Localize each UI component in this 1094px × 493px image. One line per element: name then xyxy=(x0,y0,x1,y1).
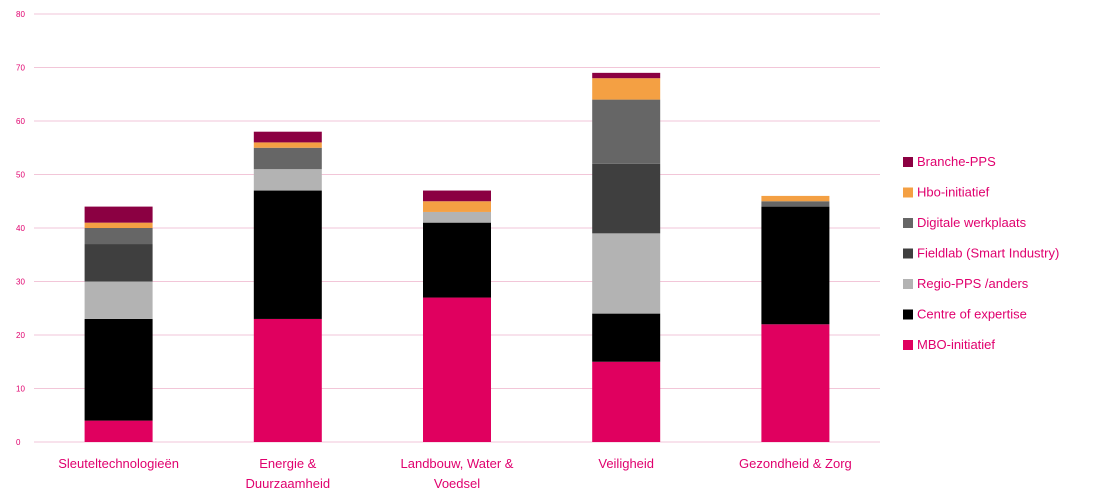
legend-label: Hbo-initiatief xyxy=(917,185,990,200)
legend-label: Digitale werkplaats xyxy=(917,215,1027,230)
legend-label: MBO-initiatief xyxy=(917,337,995,352)
y-tick-label: 70 xyxy=(16,64,25,73)
category-label: Veiligheid xyxy=(598,456,654,471)
category-labels: Sleuteltechnologieën Energie & Duurzaamhei… xyxy=(58,456,852,491)
bar-segment xyxy=(761,324,830,442)
legend-swatch xyxy=(903,340,913,350)
bar-segment xyxy=(84,318,153,421)
legend-label: Fieldlab (Smart Industry) xyxy=(917,246,1059,261)
bar-segment xyxy=(84,244,153,282)
legend-swatch xyxy=(903,309,913,320)
bar-segment xyxy=(592,78,661,100)
bar-segment xyxy=(84,228,153,245)
bar-segment xyxy=(423,222,491,298)
legend: Branche-PPS Hbo-initiatief Digitale werkpl… xyxy=(903,154,1059,352)
category-label: Gezondheid & Zorg xyxy=(739,456,852,471)
legend-label: Regio-PPS /anders xyxy=(917,276,1029,291)
category-label: Sleuteltechnologieën xyxy=(58,456,179,471)
bar-segment xyxy=(253,190,322,319)
legend-swatch xyxy=(903,218,913,228)
legend-swatch xyxy=(903,248,913,259)
category-label: Landbouw, Water & xyxy=(401,456,514,471)
bar-segment xyxy=(592,72,661,79)
bar-segment xyxy=(84,222,153,228)
bar-segment xyxy=(253,318,322,442)
bar-segment xyxy=(592,99,661,164)
bar-segment xyxy=(84,420,153,442)
bar-segment xyxy=(592,313,661,362)
legend-swatch xyxy=(903,157,913,167)
y-tick-label: 20 xyxy=(16,331,25,340)
legend-swatch xyxy=(903,279,913,289)
bar-segment xyxy=(761,195,830,202)
bar-segment xyxy=(761,201,830,207)
legend-label: Branche-PPS xyxy=(917,154,996,169)
bar-segment xyxy=(592,233,661,314)
bar-segment xyxy=(253,147,322,170)
y-tick-label: 10 xyxy=(16,385,25,394)
bar-segment xyxy=(592,163,661,234)
bar-segment xyxy=(423,297,491,442)
bar-segment xyxy=(592,361,661,442)
bar-segment xyxy=(253,142,322,148)
category-label: Voedsel xyxy=(434,476,480,491)
category-label: Duurzaamheid xyxy=(246,476,331,491)
bar-segment xyxy=(423,211,491,223)
bar-segment xyxy=(423,190,491,202)
bars xyxy=(84,72,830,442)
y-tick-label: 0 xyxy=(16,438,21,447)
bar-segment xyxy=(253,169,322,191)
bar-segment xyxy=(84,281,153,319)
bar-segment xyxy=(84,206,153,223)
bar-segment xyxy=(423,201,491,212)
bar-segment xyxy=(761,206,830,325)
legend-label: Centre of expertise xyxy=(917,307,1027,322)
y-tick-label: 50 xyxy=(16,171,25,180)
y-axis-ticks: 0 10 20 30 40 50 60 70 80 xyxy=(16,10,25,447)
bar-segment xyxy=(253,131,322,143)
y-tick-label: 80 xyxy=(16,10,25,19)
y-tick-label: 40 xyxy=(16,224,25,233)
y-tick-label: 30 xyxy=(16,278,25,287)
category-label: Energie & xyxy=(259,456,316,471)
legend-swatch xyxy=(903,187,913,198)
y-tick-label: 60 xyxy=(16,117,25,126)
